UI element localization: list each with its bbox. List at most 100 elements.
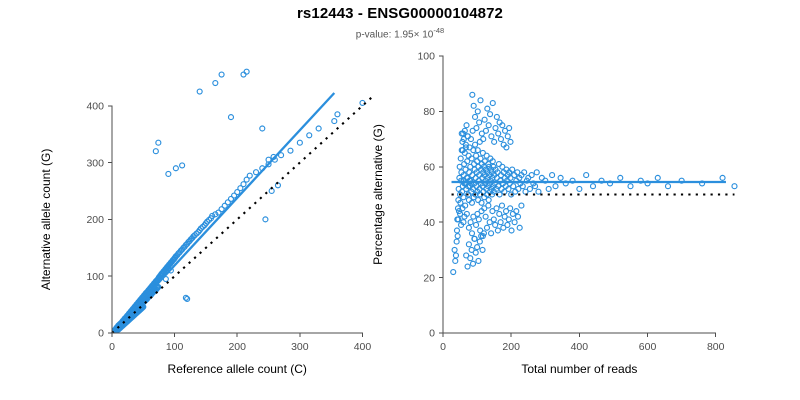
data-point bbox=[469, 91, 476, 98]
data-point bbox=[654, 174, 661, 181]
data-point bbox=[552, 183, 559, 190]
data-point bbox=[467, 255, 474, 262]
data-point bbox=[470, 213, 477, 220]
data-point bbox=[259, 125, 266, 132]
data-point bbox=[489, 208, 496, 215]
data-point bbox=[459, 205, 466, 212]
y-tick-label: 400 bbox=[86, 100, 104, 112]
data-point bbox=[478, 130, 485, 137]
data-point bbox=[215, 209, 222, 216]
data-point bbox=[464, 158, 471, 165]
panel-allele-counts: 0 100 200 300 400 0 100 200 300 400 Reference alle… bbox=[39, 68, 375, 376]
data-point bbox=[468, 155, 475, 162]
data-point bbox=[480, 136, 487, 143]
data-point bbox=[165, 170, 172, 178]
data-point bbox=[501, 213, 508, 220]
data-point bbox=[499, 122, 506, 129]
percentage-alternative-scatter-svg: 0 200 400 600 800 0 20 40 60 80 100 Total number of… bbox=[371, 51, 738, 376]
data-point bbox=[196, 88, 203, 95]
data-point bbox=[510, 183, 517, 190]
page-title: rs12443 - ENSG00000104872 bbox=[297, 5, 503, 22]
data-point bbox=[463, 252, 470, 259]
data-point bbox=[549, 172, 556, 179]
data-point bbox=[505, 185, 512, 193]
data-point bbox=[287, 147, 294, 154]
data-point bbox=[475, 257, 482, 265]
data-point bbox=[469, 260, 477, 267]
data-point bbox=[617, 174, 624, 181]
data-point bbox=[475, 216, 482, 223]
data-point bbox=[474, 147, 481, 154]
data-point bbox=[493, 113, 500, 121]
data-point bbox=[557, 174, 564, 181]
data-point bbox=[508, 227, 515, 234]
data-point bbox=[467, 219, 474, 226]
data-points bbox=[450, 91, 738, 276]
data-point bbox=[240, 71, 247, 78]
data-point bbox=[477, 97, 484, 104]
data-point bbox=[453, 227, 461, 234]
data-point bbox=[464, 133, 471, 140]
data-point bbox=[473, 124, 480, 132]
reference-line bbox=[111, 94, 375, 333]
data-point bbox=[155, 139, 162, 146]
y-tick-label: 100 bbox=[86, 271, 104, 283]
data-point bbox=[498, 202, 506, 209]
x-tick-label: 400 bbox=[354, 341, 372, 353]
data-point bbox=[521, 169, 528, 176]
data-point bbox=[212, 211, 219, 218]
data-point bbox=[240, 181, 247, 188]
data-point bbox=[465, 241, 472, 248]
data-point bbox=[218, 71, 225, 78]
data-point bbox=[515, 185, 522, 193]
data-point bbox=[468, 230, 476, 237]
data-point bbox=[334, 111, 341, 118]
data-point bbox=[522, 188, 529, 195]
data-point bbox=[218, 206, 225, 213]
data-point bbox=[462, 144, 469, 151]
data-point bbox=[502, 208, 510, 215]
data-point bbox=[497, 136, 505, 143]
axes: 0 100 200 300 400 0 100 200 300 400 Reference alle… bbox=[39, 100, 371, 376]
data-point bbox=[460, 194, 467, 201]
data-point bbox=[489, 100, 496, 107]
pvalue-times: × 10 bbox=[413, 29, 434, 41]
data-point bbox=[528, 172, 535, 179]
data-point bbox=[453, 238, 460, 245]
allele-count-scatter-svg: 0 100 200 300 400 0 100 200 300 400 Reference alle… bbox=[39, 68, 375, 376]
plot-area bbox=[111, 68, 375, 333]
data-point bbox=[514, 213, 522, 220]
data-point bbox=[513, 208, 520, 215]
x-tick-label: 200 bbox=[502, 341, 520, 353]
data-point bbox=[306, 132, 313, 139]
data-point bbox=[461, 213, 468, 220]
data-point bbox=[484, 105, 491, 112]
y-tick-label: 60 bbox=[423, 162, 435, 174]
y-tick-label: 0 bbox=[98, 328, 104, 340]
x-tick-label: 400 bbox=[571, 341, 589, 353]
data-point bbox=[482, 213, 489, 220]
data-point bbox=[452, 252, 460, 259]
y-tick-label: 0 bbox=[429, 328, 435, 340]
data-point bbox=[507, 205, 514, 212]
data-point bbox=[480, 230, 487, 237]
data-point bbox=[481, 116, 488, 123]
data-point bbox=[474, 244, 481, 251]
pvalue-exponent: -48 bbox=[433, 26, 445, 35]
data-point bbox=[468, 199, 476, 206]
data-point bbox=[503, 144, 510, 151]
data-point bbox=[505, 216, 512, 223]
data-point bbox=[494, 227, 501, 234]
data-point bbox=[731, 183, 738, 190]
plot-area bbox=[450, 91, 738, 276]
y-axis-title: Percentage alternative (G) bbox=[371, 124, 385, 265]
data-point bbox=[461, 127, 468, 134]
data-point bbox=[478, 199, 485, 206]
data-point bbox=[252, 169, 260, 176]
data-point bbox=[533, 169, 540, 176]
y-tick-label: 80 bbox=[423, 106, 435, 118]
data-point bbox=[526, 185, 534, 193]
pvalue-subtitle: p-value: 1.95× 10-48 bbox=[0, 26, 800, 40]
data-point bbox=[452, 257, 459, 265]
x-tick-label: 300 bbox=[291, 341, 309, 353]
